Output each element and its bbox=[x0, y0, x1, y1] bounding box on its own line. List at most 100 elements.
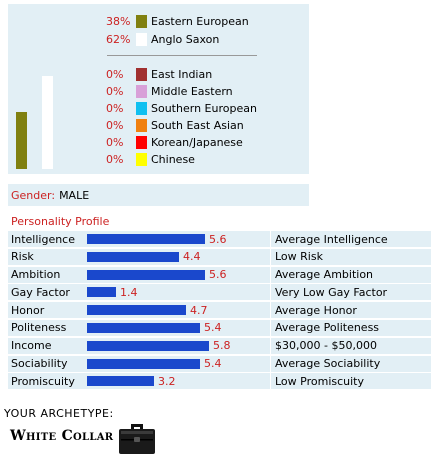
legend-label: East Indian bbox=[151, 67, 213, 81]
profile-bar-value: 3.2 bbox=[158, 374, 176, 388]
legend-row-anglo-saxon: 62% Anglo Saxon bbox=[106, 32, 219, 46]
profile-bar-income bbox=[87, 340, 209, 351]
profile-row-description: Very Low Gay Factor bbox=[270, 284, 431, 301]
gender-value: MALE bbox=[59, 188, 90, 202]
ethnicity-panel: 38% Eastern European 62% Anglo Saxon 0% … bbox=[8, 4, 309, 174]
profile-row-label: Sociability bbox=[11, 357, 68, 371]
profile-bar-area: 5.4 bbox=[87, 356, 270, 372]
profile-row-description: Low Promiscuity bbox=[270, 373, 431, 390]
legend-row-east-indian: 0% East Indian bbox=[106, 67, 212, 81]
legend-label: Korean/Japanese bbox=[151, 135, 243, 149]
profile-row-honor: Honor 4.7 Average Honor bbox=[8, 302, 431, 319]
ethnicity-bar-fill bbox=[42, 76, 53, 169]
profile-row-promiscuity: Promiscuity 3.2 Low Promiscuity bbox=[8, 373, 431, 390]
profile-bar-honor bbox=[87, 305, 186, 316]
profile-bar-area: 4.7 bbox=[87, 302, 270, 318]
profile-row-income: Income 5.8 $30,000 - $50,000 bbox=[8, 337, 431, 354]
profile-row-label: Ambition bbox=[11, 268, 61, 282]
legend-label: South East Asian bbox=[151, 118, 244, 132]
profile-bar-value: 1.4 bbox=[120, 285, 138, 299]
profile-bar-gay-factor bbox=[87, 287, 116, 298]
legend-percent: 62% bbox=[106, 32, 131, 46]
legend-percent: 0% bbox=[106, 67, 124, 81]
legend-swatch bbox=[136, 152, 147, 166]
profile-bar-value: 5.6 bbox=[209, 232, 227, 246]
profile-row-gay-factor: Gay Factor 1.4 Very Low Gay Factor bbox=[8, 284, 431, 301]
legend-swatch bbox=[136, 32, 147, 46]
profile-bar-area: 1.4 bbox=[87, 284, 270, 300]
archetype-name: White Collar bbox=[10, 428, 114, 444]
profile-row-label: Risk bbox=[11, 250, 34, 264]
profile-bar-value: 5.8 bbox=[213, 339, 231, 353]
legend-label: Anglo Saxon bbox=[151, 32, 220, 46]
profile-row-label: Income bbox=[11, 339, 52, 353]
legend-row-eastern-european: 38% Eastern European bbox=[106, 14, 249, 28]
gender-label: Gender: bbox=[11, 188, 56, 202]
legend-row-south-east-asian: 0% South East Asian bbox=[106, 118, 244, 132]
profile-bar-promiscuity bbox=[87, 376, 154, 387]
profile-bar-value: 5.6 bbox=[209, 268, 227, 282]
profile-row-label: Gay Factor bbox=[11, 285, 70, 299]
legend-percent: 38% bbox=[106, 14, 131, 28]
profile-bar-area: 5.6 bbox=[87, 267, 270, 283]
legend-swatch bbox=[136, 101, 147, 115]
profile-bar-politeness bbox=[87, 322, 200, 333]
profile-title: Personality Profile bbox=[11, 215, 110, 228]
legend-row-middle-eastern: 0% Middle Eastern bbox=[106, 84, 233, 98]
ethnicity-bar-fill bbox=[16, 112, 27, 169]
legend-percent: 0% bbox=[106, 84, 124, 98]
legend-percent: 0% bbox=[106, 152, 124, 166]
profile-bar-value: 4.7 bbox=[190, 303, 208, 317]
ethnicity-bar-anglo-saxon bbox=[42, 19, 53, 169]
legend-percent: 0% bbox=[106, 118, 124, 132]
profile-bar-value: 5.4 bbox=[204, 357, 222, 371]
profile-row-description: Average Intelligence bbox=[270, 231, 431, 247]
profile-bar-value: 5.4 bbox=[204, 321, 222, 335]
profile-bar-area: 5.6 bbox=[87, 231, 270, 247]
briefcase-icon bbox=[119, 424, 155, 454]
profile-row-description: Low Risk bbox=[270, 248, 431, 265]
profile-bar-sociability bbox=[87, 358, 200, 369]
gender-panel: Gender: MALE bbox=[8, 184, 309, 206]
legend-row-korean-japanese: 0% Korean/Japanese bbox=[106, 135, 243, 149]
legend-row-southern-european: 0% Southern European bbox=[106, 101, 257, 115]
legend-percent: 0% bbox=[106, 101, 124, 115]
legend-row-chinese: 0% Chinese bbox=[106, 152, 195, 166]
profile-row-intelligence: Intelligence 5.6 Average Intelligence bbox=[8, 231, 431, 247]
profile-row-description: Average Honor bbox=[270, 302, 431, 319]
legend-swatch bbox=[136, 84, 147, 98]
profile-bar-value: 4.4 bbox=[183, 250, 201, 264]
profile-bar-area: 3.2 bbox=[87, 373, 270, 389]
profile-row-politeness: Politeness 5.4 Average Politeness bbox=[8, 319, 431, 336]
profile-row-label: Politeness bbox=[11, 321, 67, 335]
profile-bar-area: 5.8 bbox=[87, 338, 270, 354]
profile-row-label: Intelligence bbox=[11, 232, 76, 246]
profile-row-ambition: Ambition 5.6 Average Ambition bbox=[8, 266, 431, 283]
archetype-heading: YOUR ARCHETYPE: bbox=[4, 407, 114, 420]
profile-row-description: Average Sociability bbox=[270, 355, 431, 372]
profile-row-description: $30,000 - $50,000 bbox=[270, 337, 431, 354]
legend-swatch bbox=[136, 118, 147, 132]
profile-bar-risk bbox=[87, 251, 179, 262]
profile-bar-ambition bbox=[87, 269, 205, 280]
profile-bar-intelligence bbox=[87, 234, 205, 244]
legend-divider bbox=[107, 55, 257, 56]
legend-swatch bbox=[136, 135, 147, 149]
profile-row-sociability: Sociability 5.4 Average Sociability bbox=[8, 355, 431, 372]
profile-bar-area: 5.4 bbox=[87, 320, 270, 336]
profile-row-label: Promiscuity bbox=[11, 374, 75, 388]
legend-label: Chinese bbox=[151, 152, 195, 166]
profile-row-description: Average Politeness bbox=[270, 319, 431, 336]
profile-bar-area: 4.4 bbox=[87, 249, 270, 265]
profile-row-label: Honor bbox=[11, 303, 45, 317]
ethnicity-bar-eastern-european bbox=[16, 19, 27, 169]
legend-label: Eastern European bbox=[151, 14, 249, 28]
profile-table: Intelligence 5.6 Average Intelligence Risk 4… bbox=[8, 231, 431, 391]
legend-percent: 0% bbox=[106, 135, 124, 149]
legend-label: Middle Eastern bbox=[151, 84, 233, 98]
legend-swatch bbox=[136, 14, 147, 28]
profile-row-risk: Risk 4.4 Low Risk bbox=[8, 248, 431, 265]
legend-label: Southern European bbox=[151, 101, 257, 115]
profile-row-description: Average Ambition bbox=[270, 266, 431, 283]
